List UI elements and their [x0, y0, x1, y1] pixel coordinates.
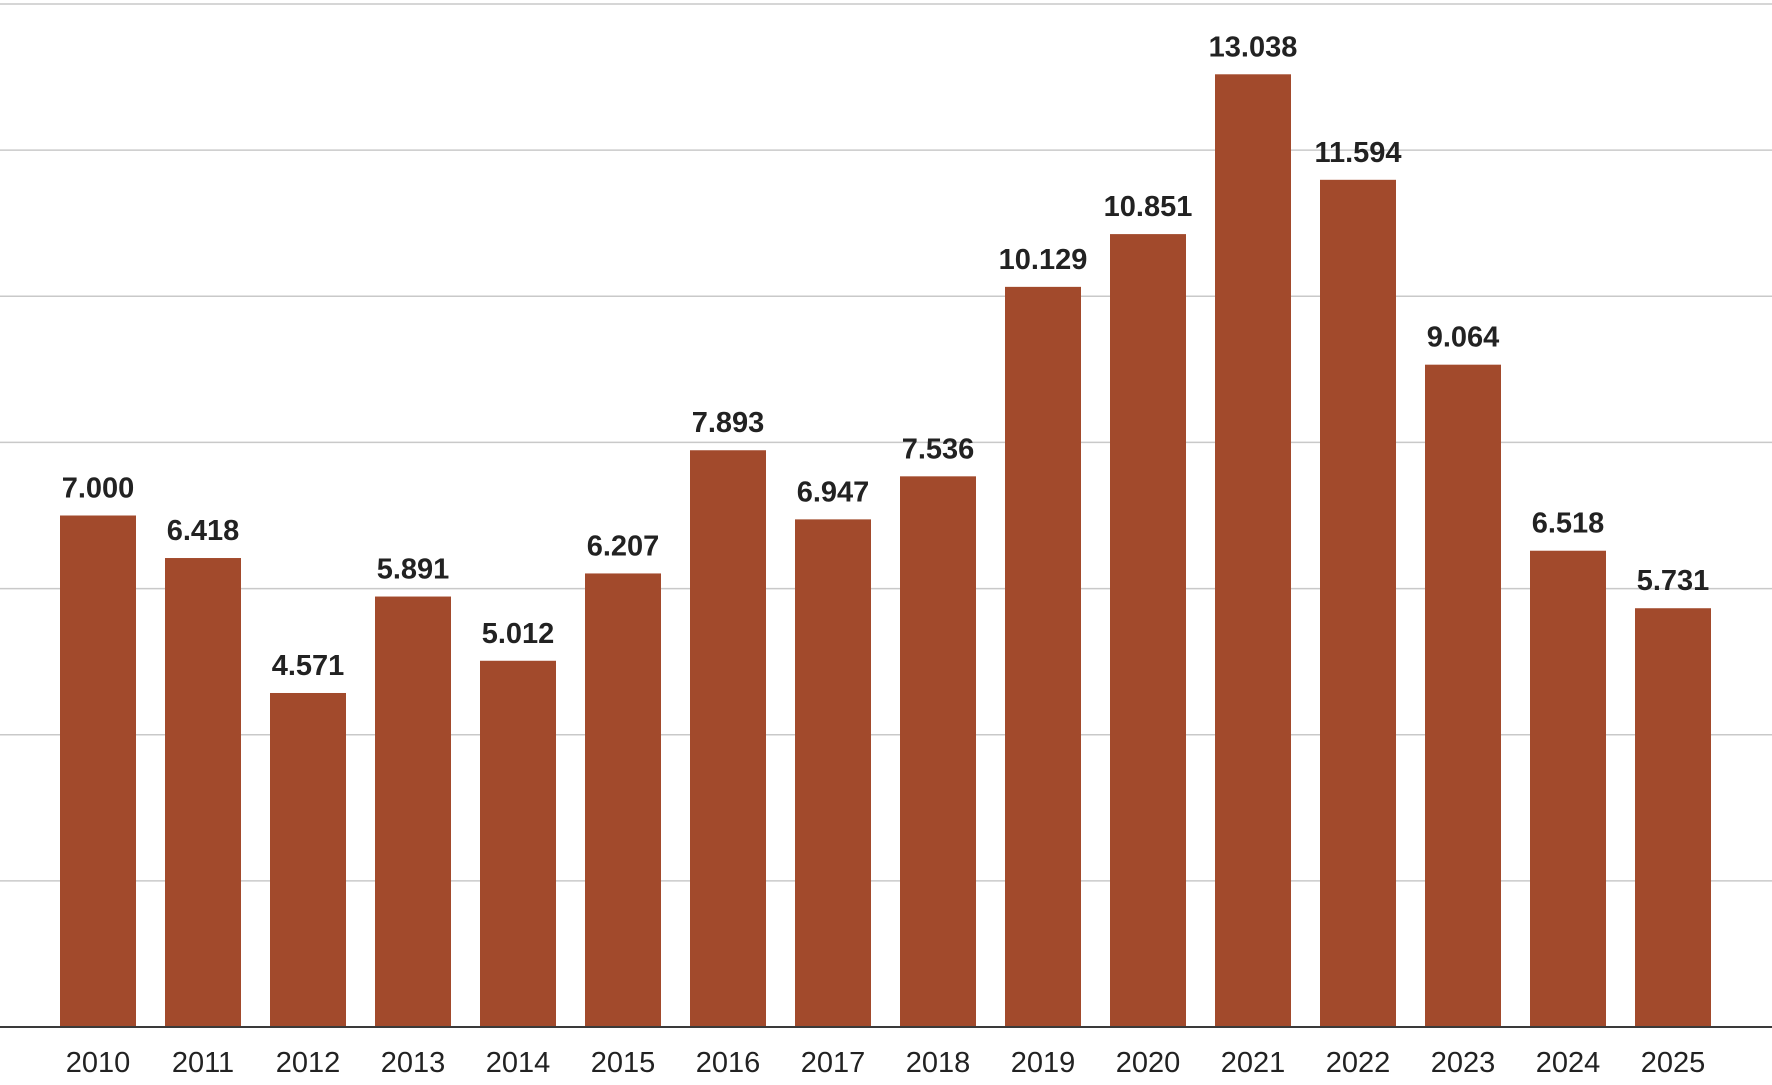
bar-2023 — [1425, 364, 1501, 1028]
value-label-2025: 5.731 — [1637, 565, 1710, 597]
value-label-2018: 7.536 — [902, 433, 975, 465]
x-tick-label-2012: 2012 — [276, 1047, 341, 1079]
x-axis-tick-labels: 2010 2011 2012 2013 2014 2015 2016 2017 2018 2019… — [66, 1047, 1706, 1079]
value-label-2013: 5.891 — [377, 554, 450, 586]
bar-2010 — [60, 515, 136, 1027]
x-tick-label-2018: 2018 — [906, 1047, 971, 1079]
bar-2021 — [1215, 74, 1291, 1027]
x-tick-label-2019: 2019 — [1011, 1047, 1076, 1079]
bar-2016 — [690, 450, 766, 1028]
value-label-2010: 7.000 — [62, 473, 135, 505]
value-label-2011: 6.418 — [167, 515, 240, 547]
x-tick-label-2022: 2022 — [1326, 1047, 1391, 1079]
bar-2025 — [1635, 608, 1711, 1027]
bar-2024 — [1530, 550, 1606, 1027]
x-tick-label-2023: 2023 — [1431, 1047, 1496, 1079]
value-label-2021: 13.038 — [1209, 31, 1298, 63]
bar-2013 — [375, 596, 451, 1027]
bar-2020 — [1110, 234, 1186, 1027]
x-tick-label-2021: 2021 — [1221, 1047, 1286, 1079]
value-label-2014: 5.012 — [482, 618, 555, 650]
x-tick-label-2024: 2024 — [1536, 1047, 1601, 1079]
bar-2014 — [480, 660, 556, 1027]
x-tick-label-2014: 2014 — [486, 1047, 551, 1079]
bar-2015 — [585, 573, 661, 1027]
x-tick-label-2010: 2010 — [66, 1047, 131, 1079]
x-tick-label-2013: 2013 — [381, 1047, 446, 1079]
bar-2022 — [1320, 179, 1396, 1027]
gridlines — [0, 3, 1772, 882]
value-labels: 7.000 6.418 4.571 5.891 5.012 6.207 7.893 6.947… — [62, 31, 1710, 682]
value-label-2017: 6.947 — [797, 476, 870, 508]
x-tick-label-2020: 2020 — [1116, 1047, 1181, 1079]
x-tick-label-2016: 2016 — [696, 1047, 761, 1079]
value-label-2015: 6.207 — [587, 530, 660, 562]
x-tick-label-2011: 2011 — [172, 1047, 234, 1079]
value-label-2023: 9.064 — [1427, 322, 1500, 354]
bar-2017 — [795, 519, 871, 1027]
bar-2011 — [165, 558, 241, 1027]
value-label-2016: 7.893 — [692, 407, 765, 439]
x-tick-label-2017: 2017 — [801, 1047, 866, 1079]
value-label-2019: 10.129 — [999, 244, 1088, 276]
bar-2012 — [270, 692, 346, 1027]
bar-2018 — [900, 476, 976, 1027]
x-tick-label-2015: 2015 — [591, 1047, 656, 1079]
value-label-2020: 10.851 — [1104, 191, 1193, 223]
bar-2019 — [1005, 286, 1081, 1027]
bars — [60, 74, 1711, 1028]
x-tick-label-2025: 2025 — [1641, 1047, 1706, 1079]
value-label-2024: 6.518 — [1532, 508, 1605, 540]
value-label-2012: 4.571 — [272, 650, 345, 682]
value-label-2022: 11.594 — [1314, 137, 1401, 169]
